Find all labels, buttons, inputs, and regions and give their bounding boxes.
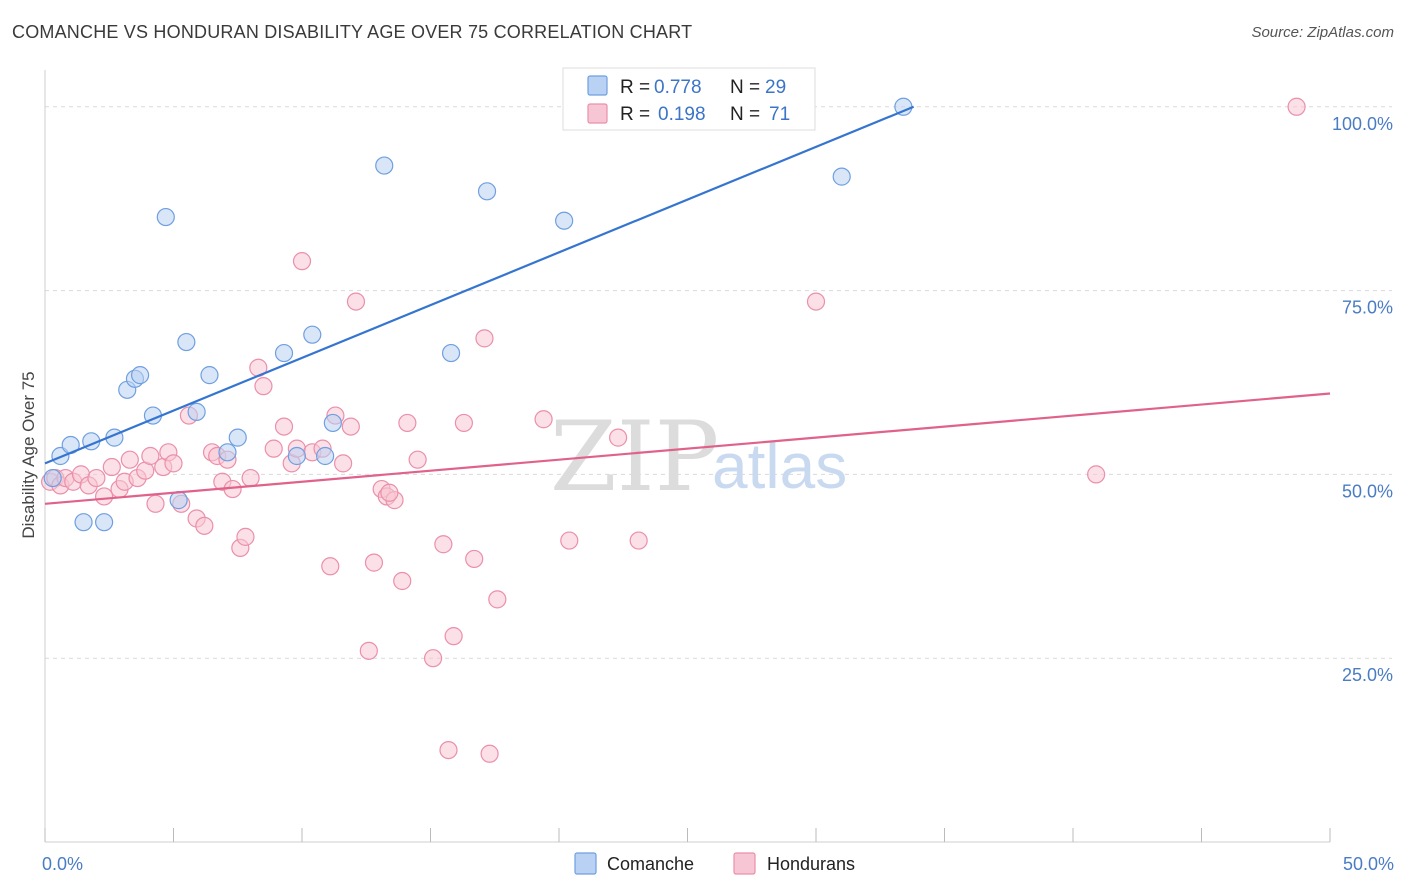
point-hondurans bbox=[146, 494, 165, 513]
bottom-legend-swatch-hondurans bbox=[733, 852, 756, 875]
source-label: Source: ZipAtlas.com bbox=[1251, 24, 1394, 41]
axes bbox=[44, 70, 1331, 843]
point-hondurans bbox=[465, 549, 484, 569]
legend-n-value-hondurans: 71 bbox=[769, 104, 790, 125]
point-hondurans bbox=[321, 557, 340, 576]
point-hondurans bbox=[1287, 97, 1306, 116]
data-points bbox=[41, 97, 1306, 763]
bottom-legend: Comanche Hondurans bbox=[574, 852, 855, 875]
point-hondurans bbox=[254, 377, 273, 396]
y-tick-label: 75.0% bbox=[1342, 298, 1393, 318]
point-comanche bbox=[274, 343, 294, 363]
point-hondurans bbox=[1087, 465, 1106, 484]
point-hondurans bbox=[560, 531, 579, 550]
watermark-zip: ZIP bbox=[550, 401, 719, 513]
bottom-legend-label-hondurans: Hondurans bbox=[767, 854, 855, 874]
legend-r-value-hondurans: 0.198 bbox=[658, 104, 706, 125]
point-hondurans bbox=[408, 450, 427, 469]
point-comanche bbox=[832, 167, 851, 186]
bottom-legend-label-comanche: Comanche bbox=[607, 854, 694, 874]
point-hondurans bbox=[393, 571, 412, 591]
point-hondurans bbox=[334, 454, 353, 473]
point-hondurans bbox=[87, 468, 106, 488]
point-hondurans bbox=[292, 252, 312, 271]
point-hondurans bbox=[444, 627, 463, 646]
chart-title: COMANCHE VS HONDURAN DISABILITY AGE OVER… bbox=[12, 22, 693, 42]
point-hondurans bbox=[120, 450, 139, 469]
point-hondurans bbox=[609, 428, 628, 447]
point-hondurans bbox=[398, 413, 417, 433]
legend-n-label-comanche: N = bbox=[730, 77, 760, 98]
point-comanche bbox=[200, 366, 219, 385]
point-comanche bbox=[218, 443, 237, 462]
point-comanche bbox=[43, 468, 62, 488]
point-comanche bbox=[287, 446, 306, 466]
y-tick-label: 25.0% bbox=[1342, 665, 1393, 685]
point-comanche bbox=[187, 402, 206, 421]
point-hondurans bbox=[359, 641, 378, 660]
point-comanche bbox=[95, 513, 114, 532]
point-comanche bbox=[228, 428, 247, 447]
legend: R = 0.778 N = 29 R = 0.198 N = 71 bbox=[562, 67, 816, 131]
point-comanche bbox=[316, 446, 335, 466]
point-hondurans bbox=[380, 483, 399, 502]
point-hondurans bbox=[195, 516, 214, 535]
point-hondurans bbox=[241, 468, 260, 488]
point-comanche bbox=[130, 366, 150, 385]
y-tick-labels: 25.0% 50.0% 75.0% 100.0% bbox=[1332, 114, 1393, 685]
point-hondurans bbox=[454, 413, 474, 433]
watermark-atlas: atlas bbox=[712, 430, 847, 502]
x-tick-label: 50.0% bbox=[1343, 854, 1394, 874]
trend-lines bbox=[44, 105, 1331, 505]
y-tick-label: 100.0% bbox=[1332, 114, 1393, 134]
point-hondurans bbox=[423, 649, 443, 668]
point-hondurans bbox=[475, 329, 494, 348]
point-comanche bbox=[169, 491, 188, 510]
legend-r-value-comanche: 0.778 bbox=[654, 77, 702, 98]
point-comanche bbox=[303, 325, 322, 344]
point-comanche bbox=[323, 413, 342, 433]
y-axis-label: Disability Age Over 75 bbox=[19, 371, 38, 538]
legend-r-label-comanche: R = bbox=[620, 77, 650, 98]
point-hondurans bbox=[341, 417, 360, 436]
point-hondurans bbox=[95, 487, 114, 506]
point-hondurans bbox=[434, 535, 453, 554]
point-comanche bbox=[375, 156, 394, 175]
legend-n-label-hondurans: N = bbox=[730, 104, 760, 125]
point-hondurans bbox=[480, 744, 499, 763]
bottom-legend-swatch-comanche bbox=[574, 852, 597, 875]
legend-r-label-hondurans: R = bbox=[620, 104, 650, 125]
y-tick-label: 50.0% bbox=[1342, 481, 1393, 501]
point-hondurans bbox=[236, 527, 255, 546]
point-hondurans bbox=[346, 292, 366, 311]
point-hondurans bbox=[806, 292, 826, 311]
trend-line-hondurans bbox=[44, 392, 1331, 505]
point-comanche bbox=[177, 332, 196, 352]
legend-swatch-hondurans bbox=[587, 103, 608, 124]
trend-line-comanche bbox=[44, 105, 915, 465]
point-hondurans bbox=[629, 531, 648, 550]
legend-swatch-comanche bbox=[587, 75, 608, 96]
point-hondurans bbox=[364, 553, 384, 572]
x-tick-labels: 0.0% 50.0% bbox=[42, 854, 1394, 874]
point-hondurans bbox=[264, 439, 283, 458]
point-hondurans bbox=[274, 417, 294, 436]
point-comanche bbox=[74, 513, 93, 532]
point-hondurans bbox=[488, 590, 507, 609]
point-hondurans bbox=[439, 740, 458, 760]
point-comanche bbox=[441, 343, 461, 363]
point-hondurans bbox=[164, 454, 183, 473]
point-comanche bbox=[555, 211, 574, 230]
point-hondurans bbox=[102, 457, 121, 477]
point-comanche bbox=[477, 182, 497, 201]
point-hondurans bbox=[534, 410, 553, 429]
legend-n-value-comanche: 29 bbox=[765, 77, 786, 98]
point-hondurans bbox=[141, 446, 160, 466]
x-tick-label: 0.0% bbox=[42, 854, 83, 874]
grid-lines bbox=[45, 106, 1392, 659]
point-comanche bbox=[156, 207, 175, 227]
